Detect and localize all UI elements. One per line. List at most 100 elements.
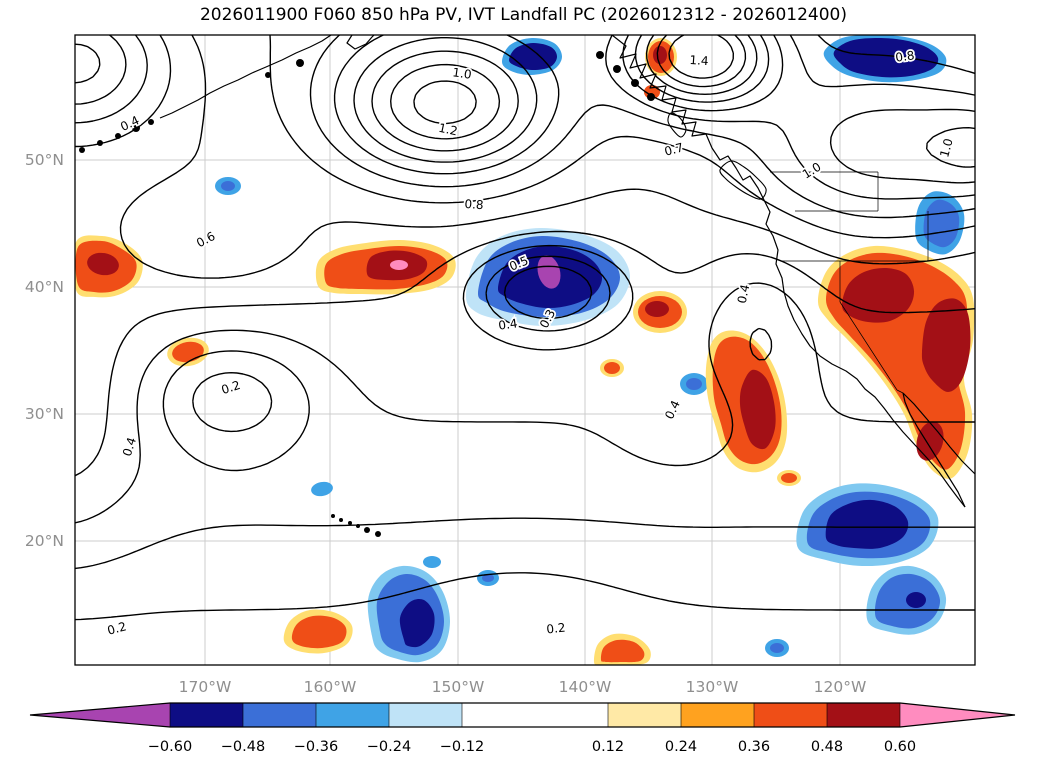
contour-label: 0.8 <box>462 195 486 214</box>
colorbar-band <box>462 703 608 727</box>
lon-tick-label: 120°W <box>814 678 867 696</box>
svg-text:1.0: 1.0 <box>800 160 824 182</box>
lon-tick-label: 150°W <box>432 678 485 696</box>
lon-tick-label: 160°W <box>304 678 357 696</box>
contour-label: 1.0 <box>450 63 474 83</box>
island-dot <box>348 521 352 525</box>
svg-text:0.8: 0.8 <box>464 197 484 212</box>
colorbar-band <box>827 703 900 727</box>
shading-layer <box>75 35 975 665</box>
island-dot <box>375 531 381 537</box>
colorbar-band <box>681 703 754 727</box>
anomaly-patch <box>600 639 645 663</box>
pv-contour-line <box>119 35 975 279</box>
lon-tick-label: 130°W <box>686 678 739 696</box>
geography-layer <box>79 35 975 537</box>
axis-labels: 50°N 40°N 30°N 20°N 170°W 160°W 150°W 140°W 130°… <box>25 151 866 696</box>
anomaly-patch <box>770 643 784 653</box>
island-outline <box>667 112 687 138</box>
pv-contour-line <box>371 35 975 168</box>
state-border <box>839 301 898 391</box>
svg-text:0.8: 0.8 <box>895 48 916 65</box>
island-dot <box>356 524 360 528</box>
svg-text:1.0: 1.0 <box>937 137 955 159</box>
contour-label: 1.0 <box>936 135 958 161</box>
pv-contour-line <box>390 35 758 140</box>
colorbar-over-arrow <box>900 703 1015 727</box>
svg-text:0.4: 0.4 <box>662 398 683 421</box>
anomaly-patch <box>833 37 939 78</box>
colorbar-band <box>316 703 389 727</box>
colorbar-band <box>608 703 681 727</box>
island-dot <box>97 140 103 146</box>
map-frame <box>74 34 976 666</box>
figure-title: 2026011900 F060 850 hPa PV, IVT Landfall… <box>199 5 847 25</box>
pv-contour-line <box>309 35 975 219</box>
anomaly-patch <box>291 615 347 649</box>
island-dot <box>115 133 121 139</box>
colorbar-band <box>170 703 243 727</box>
contour-label: 1.2 <box>436 119 461 140</box>
svg-text:0.4: 0.4 <box>120 436 139 458</box>
coastline <box>902 392 975 475</box>
svg-text:0.7: 0.7 <box>663 140 685 158</box>
colorbar-tick-label: 0.36 <box>738 739 770 755</box>
pv-contour-line <box>75 35 975 477</box>
contour-label: 0.2 <box>544 619 568 638</box>
contour-label: 0.8 <box>893 46 917 66</box>
colorbar-band <box>754 703 827 727</box>
anomaly-patch <box>87 252 119 276</box>
contour-label: 0.2 <box>104 618 130 640</box>
state-border <box>896 389 904 394</box>
colorbar-band <box>389 703 462 727</box>
anomaly-patch <box>653 46 667 64</box>
island-dot <box>596 51 604 59</box>
colorbar-tick-label: −0.60 <box>148 739 192 755</box>
contour-label: 0.4 <box>118 434 141 460</box>
lon-tick-label: 170°W <box>179 678 232 696</box>
anomaly-patch <box>604 362 620 374</box>
island-dot <box>265 72 271 78</box>
anomaly-patch <box>390 260 408 270</box>
island-dot <box>79 147 85 153</box>
pv-contour-line <box>668 35 734 79</box>
anomaly-patch <box>686 378 702 390</box>
anomaly-patch <box>906 592 926 608</box>
anomaly-patch <box>537 255 561 289</box>
contour-label: 0.6 <box>192 227 219 252</box>
pv-contour-line <box>333 35 975 200</box>
colorbar-tick-label: 0.60 <box>884 739 916 755</box>
contour-label-layer: 0.41.01.20.80.60.50.4 0.30.71.4 0.81.01.00… <box>104 46 958 640</box>
pv-contour-line <box>413 35 747 125</box>
lon-tick-label: 140°W <box>559 678 612 696</box>
colorbar: −0.60 −0.48 −0.36 −0.24 −0.12 0.12 0.24 0.36 0.4… <box>29 702 1016 755</box>
island-dot <box>339 518 343 522</box>
pv-contour-line <box>353 35 975 184</box>
anomaly-patch <box>482 574 494 582</box>
contour-label: 0.4 <box>660 396 684 423</box>
contour-label: 1.0 <box>798 158 825 183</box>
anomaly-patch <box>781 473 797 483</box>
contour-label: 1.4 <box>687 51 711 70</box>
coastline <box>611 35 966 508</box>
coastline <box>346 35 375 50</box>
contour-label: 0.2 <box>218 376 244 399</box>
colorbar-tick-label: 0.12 <box>592 739 624 755</box>
island-dot <box>613 65 621 73</box>
island-dot <box>148 119 154 125</box>
coastline <box>159 35 332 119</box>
anomaly-patch <box>509 42 558 71</box>
colorbar-tick-label: 0.24 <box>665 739 697 755</box>
pv-contour-line <box>75 43 975 621</box>
contour-label: 0.4 <box>733 281 754 306</box>
anomaly-patch <box>923 199 960 248</box>
svg-text:0.2: 0.2 <box>220 378 242 397</box>
colorbar-tick-label: 0.48 <box>811 739 843 755</box>
anomaly-patch <box>399 598 435 648</box>
colorbar-tick-label: −0.12 <box>440 739 484 755</box>
svg-text:0.6: 0.6 <box>194 229 217 250</box>
lat-tick-label: 40°N <box>25 278 64 296</box>
contour-layer <box>75 35 975 621</box>
